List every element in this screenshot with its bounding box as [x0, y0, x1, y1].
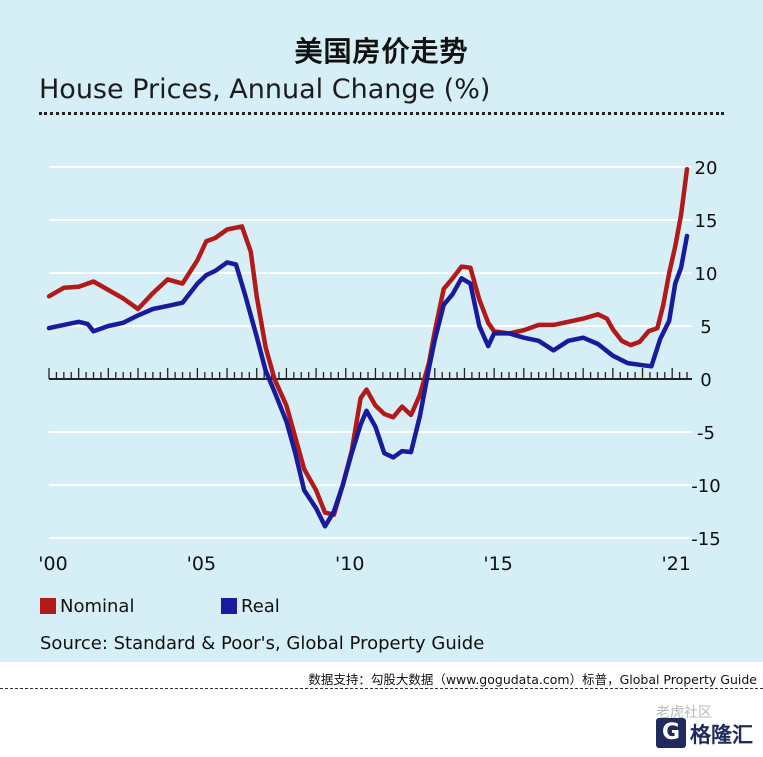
- data-support-text: 数据支持：勾股大数据（www.gogudata.com）标普，Global Pr…: [308, 672, 757, 687]
- footer-dashed-rule: [0, 688, 763, 689]
- legend-item-real: Real: [221, 596, 280, 617]
- y-tick-label: -15: [691, 529, 720, 550]
- y-tick-label: -10: [691, 476, 720, 497]
- chinese-title: 美国房价走势: [294, 35, 469, 68]
- x-tick-label: '15: [483, 553, 512, 575]
- grid-lines: [49, 166, 692, 539]
- x-tick-label: '05: [187, 553, 216, 575]
- data-support-footer: 数据支持：勾股大数据（www.gogudata.com）标普，Global Pr…: [0, 662, 763, 757]
- series-lines: [46, 166, 690, 529]
- legend-item-nominal: Nominal: [40, 596, 134, 617]
- legend-label-nominal: Nominal: [60, 596, 135, 617]
- x-tick-labels: '00 '05 '10 '15 '21: [38, 553, 691, 575]
- zero-axis: [48, 368, 692, 380]
- source-note: Source: Standard & Poor's, Global Proper…: [40, 633, 485, 654]
- x-tick-label: '21: [661, 553, 690, 575]
- legend-swatch-nominal: [40, 598, 56, 614]
- y-tick-labels: 20 15 10 5 0 -5 -10 -15: [691, 158, 720, 550]
- logo-badge-icon: G: [656, 718, 686, 748]
- x-tick-label: '10: [335, 553, 364, 575]
- x-tick-label: '00: [38, 553, 67, 575]
- line-chart: 20 15 10 5 0 -5 -10 -15 '00 '05 '10 '15 '21: [38, 158, 720, 575]
- y-tick-label: 15: [695, 211, 718, 232]
- y-tick-label: 10: [695, 264, 718, 285]
- title-dotted-rule: [39, 112, 724, 115]
- series-line-real: [46, 233, 690, 529]
- y-tick-label: 20: [695, 158, 718, 179]
- logo-text: 格隆汇: [690, 723, 753, 747]
- legend-label-real: Real: [241, 596, 280, 617]
- y-tick-label: 0: [700, 370, 711, 391]
- y-tick-label: 5: [700, 317, 711, 338]
- chart-title: House Prices, Annual Change (%): [39, 74, 491, 105]
- legend-swatch-real: [221, 598, 237, 614]
- y-tick-label: -5: [697, 423, 715, 444]
- series-line-nominal: [46, 166, 690, 517]
- community-watermark: 老虎社区: [656, 705, 712, 721]
- gelonghui-logo: G 格隆汇: [656, 716, 756, 752]
